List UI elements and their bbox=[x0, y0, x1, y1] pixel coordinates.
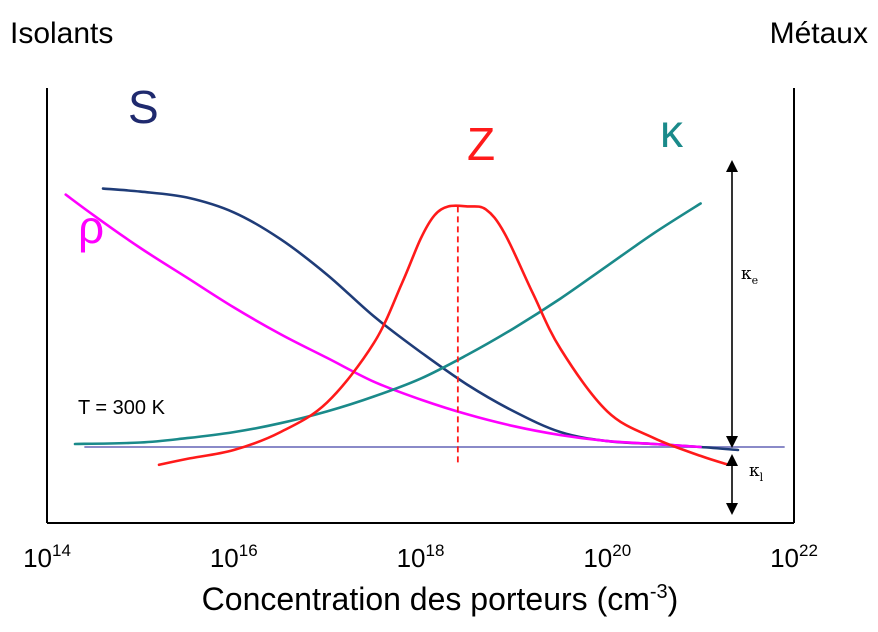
curve-Z bbox=[157, 204, 730, 467]
curve-rho bbox=[64, 193, 702, 449]
x-tick-label: 1016 bbox=[210, 541, 258, 573]
curve-S bbox=[101, 187, 740, 452]
series-label-S: S bbox=[128, 81, 159, 133]
x-tick-label: 1020 bbox=[583, 541, 631, 573]
kappa-l-label: κl bbox=[749, 461, 764, 484]
series-label-rho: ρ bbox=[78, 201, 104, 253]
header-left-label: Isolants bbox=[10, 17, 113, 50]
kappa-e-arrow bbox=[726, 160, 738, 448]
plot-marks bbox=[64, 187, 785, 467]
x-tick-labels: 1014 1016 1018 1020 1022 bbox=[23, 541, 818, 573]
header-right-label: Métaux bbox=[770, 17, 868, 50]
kappa-e-label: κe bbox=[741, 264, 758, 287]
x-tick-label: 1018 bbox=[397, 541, 445, 573]
series-label-kappa: κ bbox=[660, 105, 684, 157]
curve-kappa bbox=[73, 202, 702, 446]
x-axis-label: Concentration des porteurs (cm-3) bbox=[202, 581, 679, 617]
series-label-Z: Z bbox=[467, 118, 495, 170]
kappa-l-arrow bbox=[726, 454, 738, 515]
x-tick-label: 1022 bbox=[770, 541, 818, 573]
temperature-annotation: T = 300 K bbox=[78, 397, 166, 419]
x-tick-label: 1014 bbox=[23, 541, 71, 573]
